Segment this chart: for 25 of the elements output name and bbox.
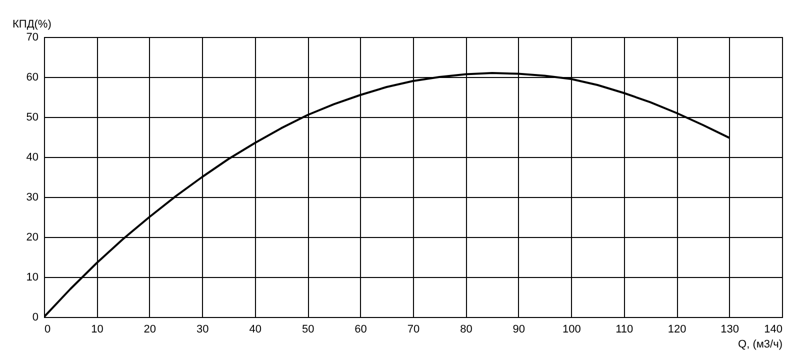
x-tick-label: 20 [144, 324, 156, 336]
x-axis-title: Q, (м3/ч) [738, 338, 782, 350]
x-tick-label: 120 [668, 324, 686, 336]
y-tick-label: 60 [26, 72, 38, 84]
y-tick-label: 20 [26, 232, 38, 244]
x-tick-label: 30 [196, 324, 209, 336]
x-tick-label: 110 [616, 324, 634, 336]
x-tick-label: 40 [249, 324, 262, 336]
y-tick-label: 40 [26, 152, 38, 164]
x-tick-label: 50 [302, 324, 314, 336]
x-tick-label: 0 [44, 324, 51, 336]
x-tick-label: 10 [91, 324, 104, 336]
x-tick-label: 100 [562, 324, 581, 336]
y-tick-label: 70 [26, 32, 38, 44]
x-tick-label: 90 [512, 324, 526, 336]
y-axis-title: КПД(%) [12, 18, 52, 30]
x-tick-label: 70 [407, 324, 420, 336]
y-tick-label: 30 [26, 192, 38, 204]
y-tick-label: 50 [26, 112, 38, 124]
x-tick-label: 60 [354, 324, 367, 336]
y-tick-label: 10 [26, 272, 38, 284]
x-tick-label: 140 [764, 324, 782, 336]
y-tick-label: 0 [32, 312, 38, 324]
x-tick-label: 80 [460, 324, 472, 336]
x-tick-label: 130 [720, 324, 739, 336]
